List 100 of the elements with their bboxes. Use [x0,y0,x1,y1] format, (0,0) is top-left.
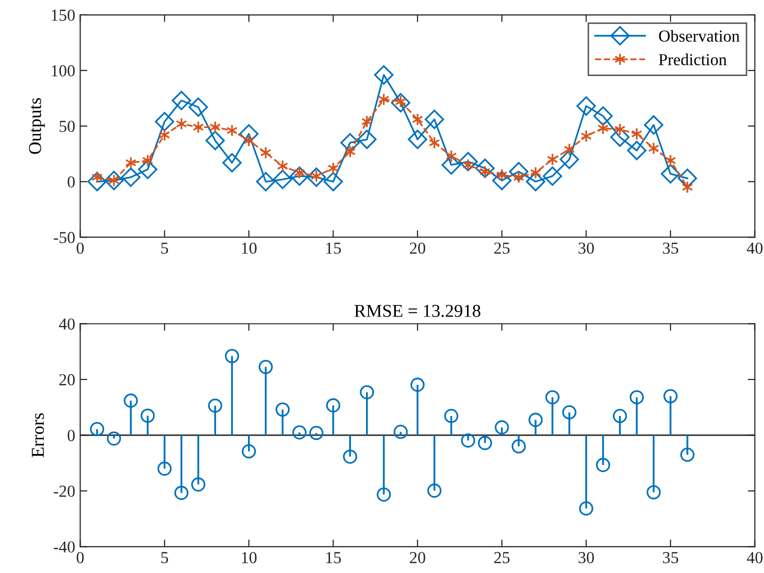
y-tick-label: 40 [59,318,75,330]
point [593,106,613,126]
x-tick-label: 25 [494,552,510,564]
point [222,153,242,172]
point [378,92,390,106]
point [376,487,391,502]
point [627,140,646,160]
point [292,425,307,440]
point [205,130,225,150]
point [260,146,272,160]
y-tick-label: 50 [60,120,75,132]
point [142,154,154,167]
point [328,162,339,175]
x-tick-label: 15 [326,242,341,254]
point [191,477,206,492]
point [176,117,188,130]
point [242,444,256,458]
point [597,122,609,135]
point [258,360,273,374]
point [87,172,107,192]
point [158,128,170,142]
x-tick-label: 40 [746,242,763,254]
point [208,398,222,413]
point [509,162,528,182]
point [644,115,664,135]
x-tick-label: 35 [662,552,678,564]
point [276,402,290,417]
y-axis-title: Errors [32,413,44,458]
point [104,170,124,190]
point [427,484,442,498]
point [475,158,495,178]
y-tick-label: 0 [68,430,75,442]
y-tick-label: -20 [54,486,75,497]
point [243,134,255,147]
point [209,120,221,134]
point [424,110,444,130]
point [342,450,358,464]
point [461,433,476,448]
point [90,422,104,436]
point [192,120,204,134]
point [408,130,428,150]
point [272,170,292,190]
x-tick-label: 0 [76,242,84,254]
x-tick-label: 30 [578,242,594,254]
point [664,154,676,167]
point [478,436,492,450]
point [309,426,324,440]
point [546,153,558,166]
point [579,501,594,516]
point [512,439,526,454]
point [226,124,238,137]
x-tick-label: 30 [578,552,594,564]
point [663,389,678,404]
x-tick-label: 25 [494,242,510,254]
point [492,170,512,190]
point [576,96,596,116]
legend-label: Observation [659,30,740,42]
point [124,394,138,408]
point [580,130,592,142]
y-axis-title: Outputs [29,98,45,154]
point [157,462,172,476]
x-tick-label: 10 [242,552,257,564]
point [646,485,661,500]
point [412,113,424,126]
x-tick-label: 15 [326,552,341,564]
x-tick-label: 10 [242,242,257,254]
x-tick-label: 5 [161,242,168,254]
y-tick-label: -50 [54,232,75,244]
point [239,124,259,144]
y-tick-label: 150 [52,10,75,21]
point [125,156,136,170]
point [361,115,373,128]
point [564,143,575,156]
point [545,390,560,404]
x-tick-label: 40 [746,552,763,564]
point [560,150,579,170]
point [542,166,562,186]
point [428,136,440,150]
point [357,130,377,150]
point [121,168,140,187]
point [390,93,410,112]
x-tick-label: 20 [410,242,426,254]
point [612,408,627,424]
point [562,405,576,420]
point [660,164,680,184]
chart-title: RMSE = 13.2918 [354,304,480,318]
point [630,390,644,404]
point [494,420,509,434]
point [678,168,698,188]
point [154,112,174,132]
x-tick-label: 5 [161,552,168,564]
x-tick-label: 35 [662,242,678,254]
point [360,385,374,400]
point [290,166,310,186]
x-tick-label: 0 [76,552,84,564]
point [106,431,122,446]
x-tick-label: 20 [410,552,426,564]
point [172,90,192,110]
point [276,160,288,172]
point [444,408,458,424]
